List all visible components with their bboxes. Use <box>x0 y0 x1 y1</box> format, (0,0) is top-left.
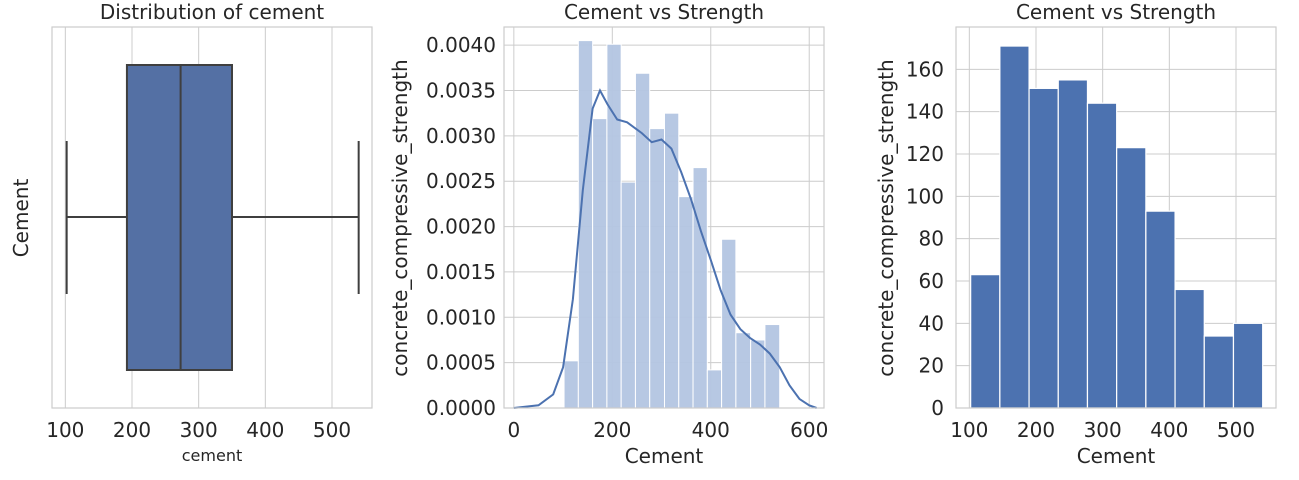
count-bar <box>1028 87 1059 409</box>
count-title: Cement vs Strength <box>1016 0 1216 24</box>
count-xlabel: Cement <box>1077 444 1156 468</box>
count-ytick-label: 0 <box>931 396 944 420</box>
boxplot-title: Distribution of cement <box>100 0 324 24</box>
density-ytick-label: 0.0035 <box>426 79 496 103</box>
count-bar <box>1203 335 1235 409</box>
count-xtick-label: 300 <box>1084 418 1122 442</box>
density-xtick-label: 0 <box>507 418 520 442</box>
density-bar <box>750 339 766 409</box>
count-frame <box>955 26 1277 409</box>
count-bar <box>970 274 1001 409</box>
boxplot-ylabel: Cement <box>9 179 33 258</box>
count-panel: Cement vs Strength 100 200 300 400 500 0 20 40 6… <box>874 0 1277 468</box>
boxplot-xtick-label: 400 <box>246 418 284 442</box>
density-bar <box>620 181 636 409</box>
count-xtick-label: 500 <box>1217 418 1255 442</box>
boxplot-xtick-label: 500 <box>313 418 351 442</box>
count-ytick-label: 80 <box>919 227 944 251</box>
count-ytick-label: 40 <box>919 311 944 335</box>
density-bar <box>634 72 651 409</box>
count-ytick-label: 140 <box>906 100 944 124</box>
count-ytick-label: 100 <box>906 184 944 208</box>
boxplot-xtick-label: 100 <box>46 418 84 442</box>
density-ytick-label: 0.0030 <box>426 124 496 148</box>
density-xtick-label: 600 <box>790 418 828 442</box>
count-xtick-label: 200 <box>1017 418 1055 442</box>
count-ytick-label: 160 <box>906 57 944 81</box>
boxplot-box <box>125 64 233 371</box>
count-xtick-label: 400 <box>1150 418 1188 442</box>
density-ytick-label: 0.0025 <box>426 169 496 193</box>
density-ylabel: concrete_compressive_strength <box>388 59 412 376</box>
count-bar <box>1086 102 1118 409</box>
density-xlabel: Cement <box>625 444 704 468</box>
count-ytick-label: 60 <box>919 269 944 293</box>
boxplot-xtick-label: 300 <box>180 418 218 442</box>
count-bar <box>1232 322 1264 409</box>
count-ytick-label: 120 <box>906 142 944 166</box>
density-ytick-label: 0.0010 <box>426 305 496 329</box>
boxplot-panel: Distribution of cement 100 200 300 400 500 c… <box>9 0 373 465</box>
density-bar <box>649 128 665 409</box>
count-xtick-label: 100 <box>950 418 988 442</box>
count-ytick-label: 20 <box>919 354 944 378</box>
count-bar <box>1116 147 1147 409</box>
density-xtick-label: 400 <box>692 418 730 442</box>
density-bar <box>721 238 737 409</box>
density-bar <box>735 332 752 409</box>
count-bar <box>1057 79 1089 409</box>
density-title: Cement vs Strength <box>564 0 764 24</box>
boxplot-xtick-label: 200 <box>113 418 151 442</box>
count-bar <box>999 45 1030 409</box>
density-kde-line <box>513 88 817 409</box>
count-ylabel: concrete_compressive_strength <box>874 59 898 376</box>
count-bar <box>1174 288 1205 409</box>
density-bar <box>606 43 622 409</box>
density-bar <box>663 112 680 409</box>
boxplot-frame <box>51 26 373 409</box>
density-bar <box>692 167 708 409</box>
density-bar <box>678 196 694 409</box>
boxplot-xlabel: cement <box>182 446 242 465</box>
density-bar <box>706 369 723 409</box>
density-ytick-label: 0.0020 <box>426 215 496 239</box>
density-ytick-label: 0.0000 <box>426 396 496 420</box>
density-ytick-label: 0.0040 <box>426 33 496 57</box>
density-panel: Cement vs Strength 0 200 400 600 0.0000 0.000… <box>388 0 828 468</box>
count-bar <box>1145 210 1176 409</box>
density-bar <box>592 118 608 409</box>
density-xtick-label: 200 <box>593 418 631 442</box>
density-bar <box>764 324 781 409</box>
density-ytick-label: 0.0015 <box>426 260 496 284</box>
density-frame <box>503 26 825 409</box>
density-bar <box>563 360 579 409</box>
density-ytick-label: 0.0005 <box>426 351 496 375</box>
